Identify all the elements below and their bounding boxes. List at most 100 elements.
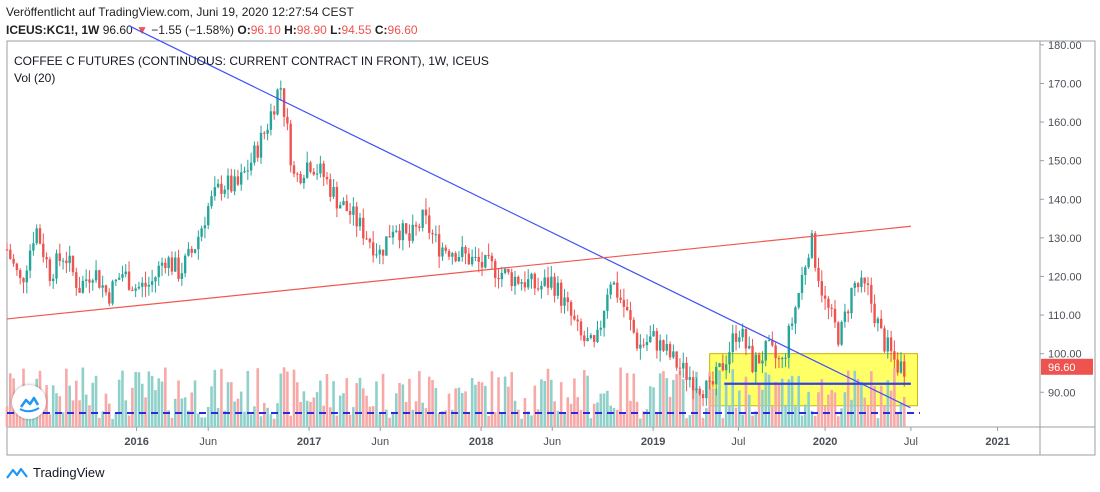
candle-body [500, 272, 504, 280]
volume-bar [520, 418, 523, 427]
candle-body [408, 233, 411, 241]
candle-body [91, 280, 94, 283]
volume-bar [230, 382, 233, 427]
volume-bar [774, 381, 777, 427]
candle-body [774, 345, 777, 359]
candle-body [566, 297, 569, 303]
candle-body [616, 282, 619, 298]
candle-body [32, 243, 35, 251]
volume-bar [731, 369, 735, 427]
candle-body [203, 225, 207, 229]
volume-bar [246, 370, 250, 427]
candle-body [223, 189, 226, 194]
candle-body [157, 265, 160, 278]
volume-bar [289, 415, 292, 427]
high-label: H: [284, 23, 297, 37]
candle-body [461, 246, 464, 258]
candle-body [470, 256, 474, 265]
volume-bar [352, 407, 355, 427]
candle-body [338, 205, 342, 209]
volume-bar [886, 380, 890, 427]
x-tick-label: Jul [904, 436, 918, 448]
uptrend-line[interactable] [6, 225, 911, 320]
x-tick-label: 2020 [813, 436, 837, 448]
candle-body [404, 223, 408, 234]
candle-body [860, 277, 863, 288]
candle-body [65, 260, 68, 264]
candle-body [622, 299, 626, 307]
volume-bar [559, 382, 563, 427]
candle-body [22, 277, 25, 283]
volume-bar [721, 418, 725, 427]
candle-body [451, 253, 454, 257]
chart-title: COFFEE C FUTURES (CONTINUOUS: CURRENT CO… [14, 54, 489, 68]
volume-bar [137, 372, 141, 427]
candle-body [550, 276, 553, 288]
candle-body [474, 256, 477, 258]
candle-body [108, 292, 111, 304]
volume-bar [744, 376, 748, 427]
volume-bar [761, 389, 764, 427]
candle-body [691, 377, 695, 391]
volume-bar [263, 402, 266, 427]
volume-bar [794, 406, 797, 427]
volume-bar [830, 389, 834, 427]
y-tick-label: 120.00 [1048, 271, 1082, 283]
volume-bar [193, 380, 197, 427]
volume-bar [408, 378, 411, 427]
candle-body [111, 281, 114, 304]
tradingview-brand[interactable]: TradingView [6, 465, 105, 480]
volume-bar [866, 406, 870, 427]
low-value: 94.55 [341, 23, 372, 37]
candle-body [38, 228, 42, 244]
volume-bar [490, 371, 494, 427]
candle-body [259, 132, 263, 158]
candle-body [289, 123, 292, 166]
volume-bar [332, 381, 335, 427]
candle-body [230, 175, 233, 192]
candle-body [180, 273, 184, 279]
volume-bar [889, 390, 893, 427]
volume-bar [899, 403, 903, 427]
candle-body [517, 276, 520, 284]
candle-body [487, 254, 490, 256]
candle-body [358, 217, 362, 227]
candle-body [893, 351, 896, 360]
candle-body [523, 282, 527, 288]
volume-bar [286, 371, 289, 427]
candle-body [556, 282, 560, 296]
volume-bar [655, 412, 659, 427]
volume-bar [879, 385, 883, 427]
candle-body [42, 243, 45, 258]
volume-bar [470, 377, 474, 427]
candle-body [655, 331, 659, 351]
candle-body [25, 270, 28, 283]
volume-bar [629, 400, 632, 427]
volume-bar [279, 373, 283, 427]
candle-body [771, 340, 774, 346]
candle-body [817, 267, 820, 282]
candle-body [319, 163, 322, 174]
candle-body [335, 186, 339, 209]
volume-bar [322, 405, 325, 427]
cloud-icon [19, 396, 40, 413]
volume-bar [335, 415, 339, 427]
volume-bar [345, 378, 349, 427]
volume-bar [652, 387, 655, 427]
candle-body [15, 263, 19, 271]
volume-bar [873, 385, 876, 427]
volume-bar [157, 378, 161, 427]
volume-bar [8, 373, 12, 427]
candle-body [527, 279, 530, 288]
candle-body [807, 257, 810, 268]
volume-bar [754, 411, 758, 427]
downtrend-line[interactable] [128, 25, 911, 409]
volume-bar [787, 379, 791, 427]
volume-bar [757, 383, 761, 427]
logo-bubble[interactable] [12, 385, 46, 419]
volume-bar [566, 397, 570, 427]
volume-bar [724, 382, 728, 427]
volume-bar [98, 417, 101, 427]
candle-body [503, 268, 507, 273]
